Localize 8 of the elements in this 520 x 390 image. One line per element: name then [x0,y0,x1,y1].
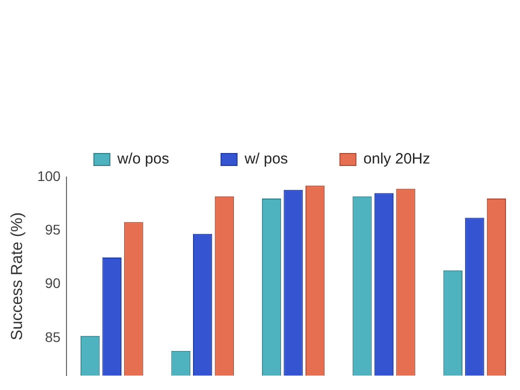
y-axis-title: Success Rate (%) [9,212,26,340]
y-tick-label: 95 [44,222,61,238]
legend-label: only 20Hz [363,150,430,168]
y-tick-label: 85 [44,328,61,345]
y-tick-label: 100 [37,168,61,184]
legend-label: w/ pos [244,150,288,168]
legend-label: w/o pos [116,150,170,168]
y-tick-label: 90 [44,275,61,292]
